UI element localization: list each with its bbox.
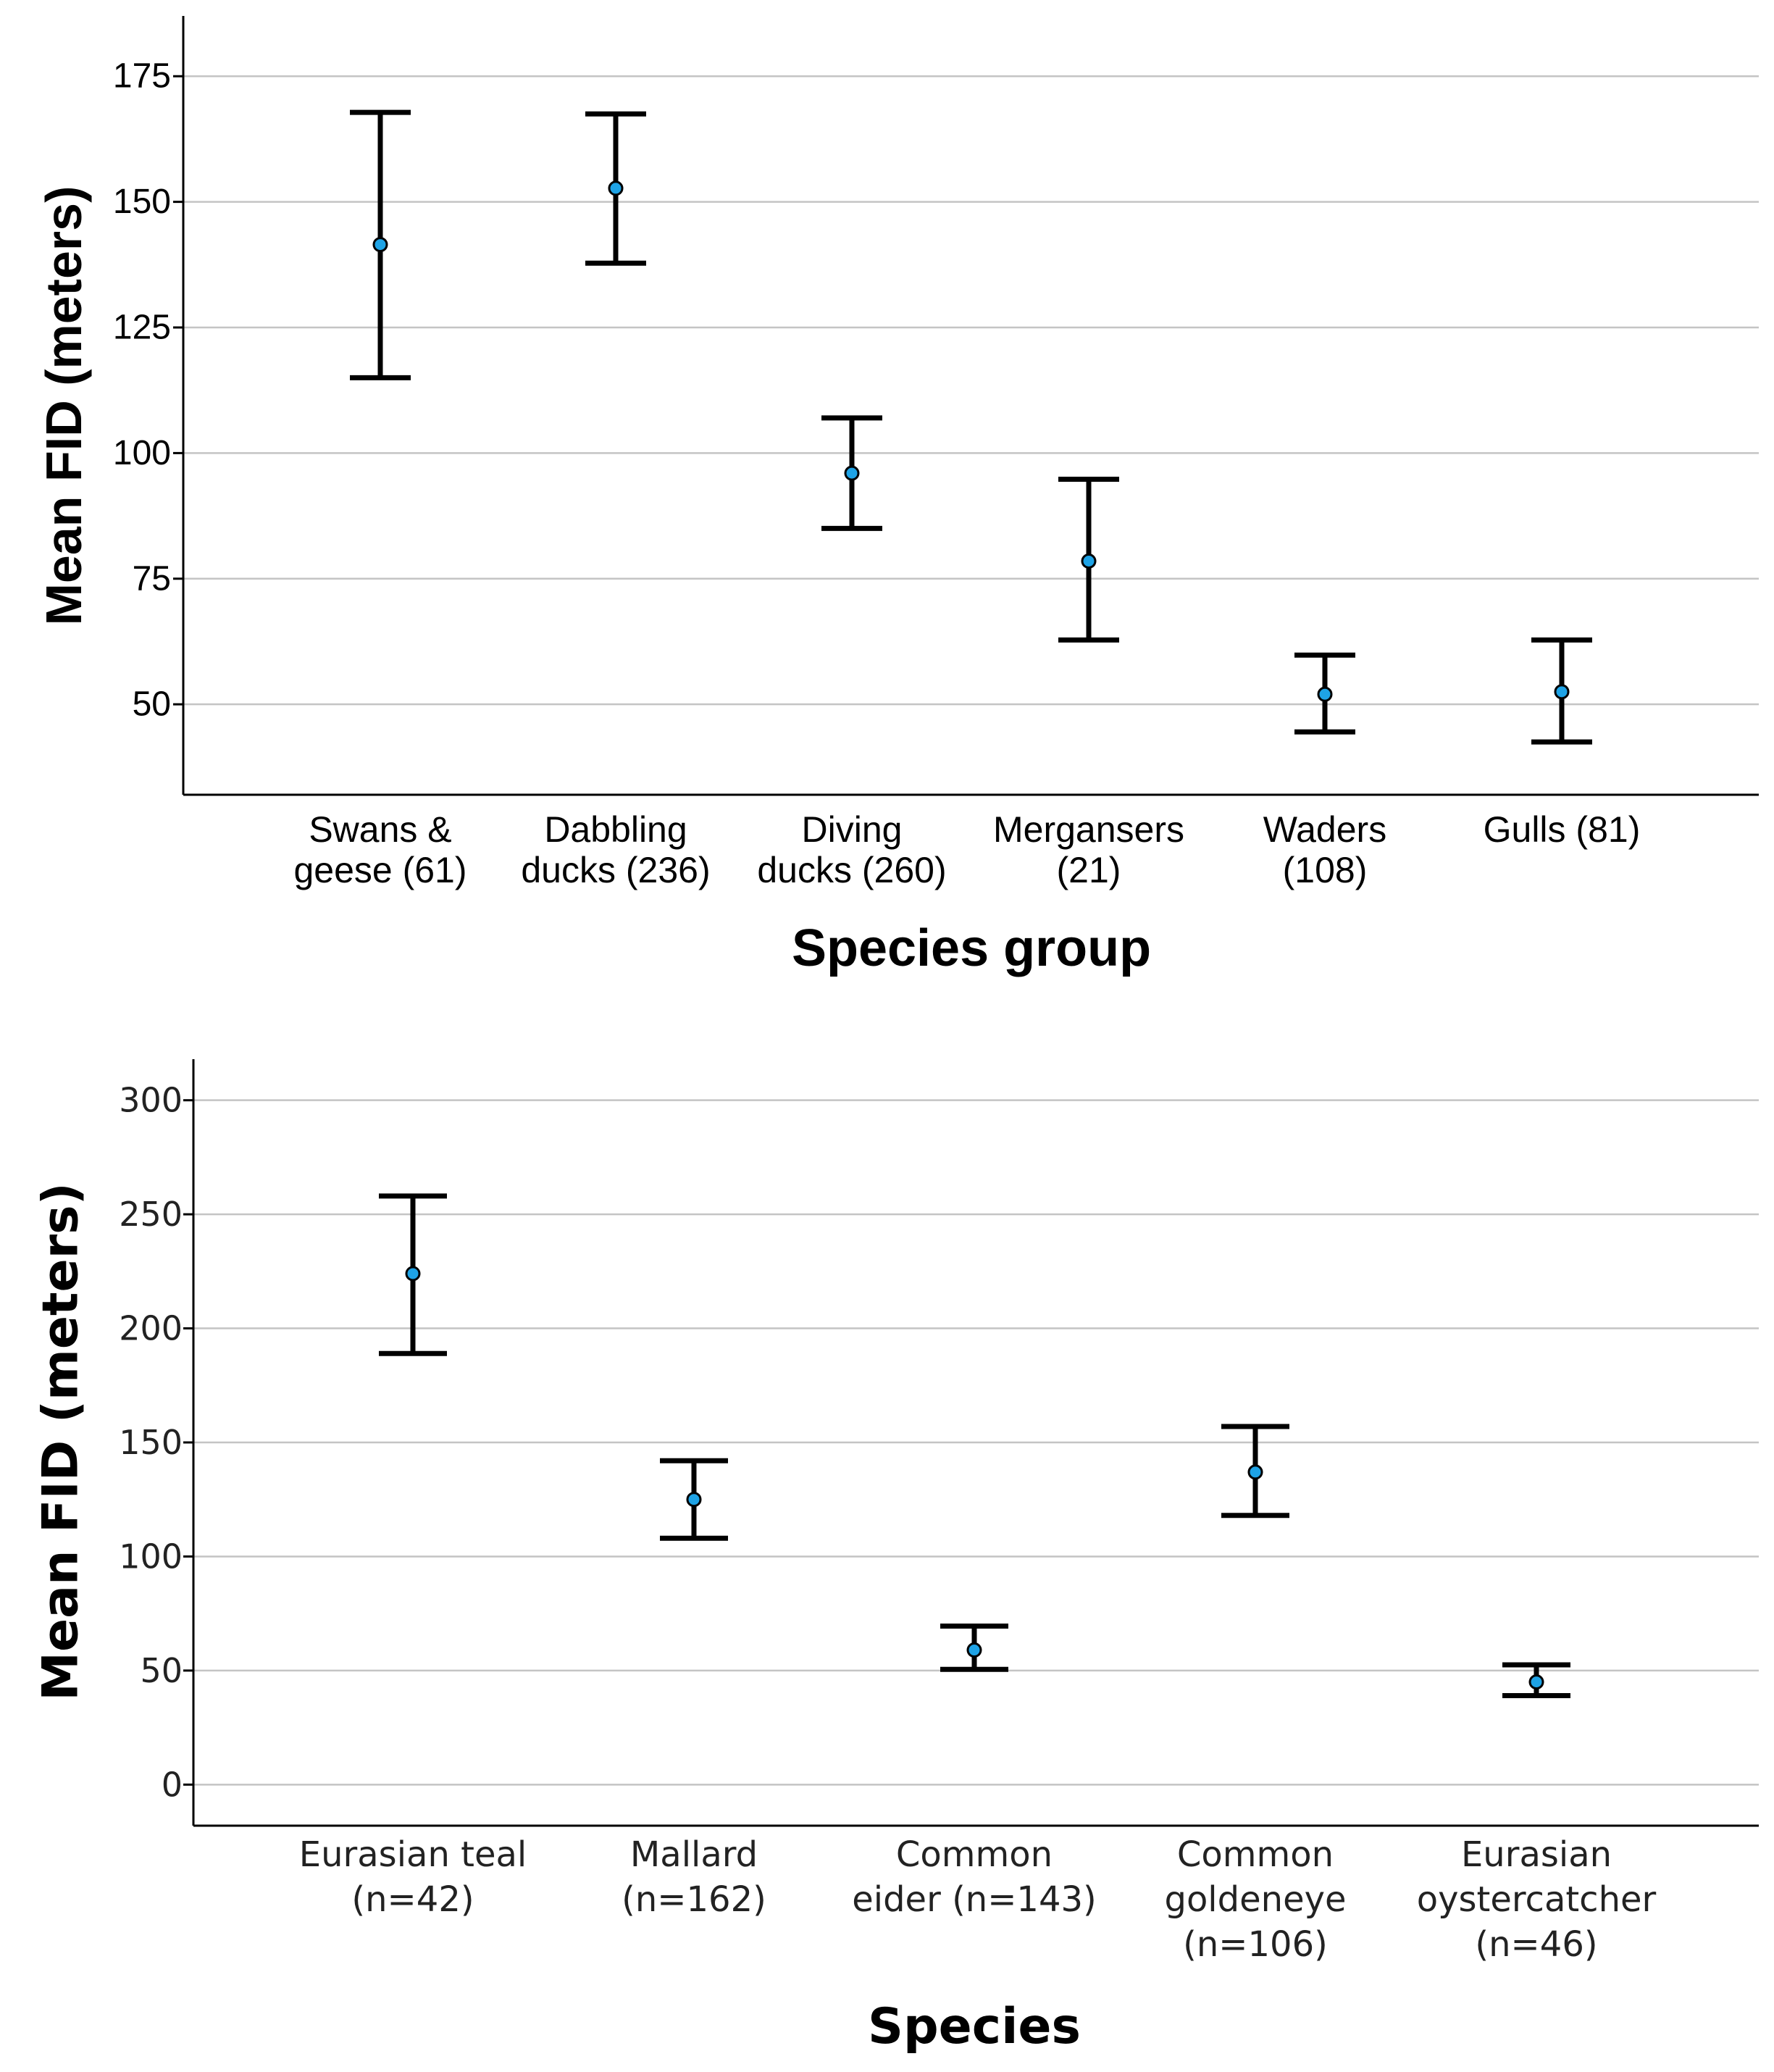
x-tick-label-line: ducks (260) (757, 850, 946, 890)
mean-point (966, 1642, 982, 1658)
x-tick-label-line: Eurasian (1461, 1834, 1612, 1875)
x-tick-label: Gulls (81) (1484, 809, 1641, 850)
x-tick-label-line: Mallard (630, 1834, 758, 1875)
x-tick-label-line: geese (61) (293, 850, 466, 890)
x-tick-label-line: (n=106) (1183, 1924, 1328, 1965)
y-tick-label: 250 (119, 1195, 183, 1234)
mean-point (1317, 686, 1333, 702)
y-tick-label: 125 (113, 309, 171, 347)
x-tick-label: Dabbling ducks (236) (521, 809, 710, 890)
x-tick-label-line: (108) (1283, 850, 1368, 890)
mean-point (608, 180, 624, 196)
y-tick-label: 100 (119, 1537, 183, 1576)
y-tick-label: 75 (133, 559, 171, 598)
y-axis-title: Mean FID (meters) (35, 186, 92, 626)
x-tick-label: Diving ducks (260) (757, 809, 946, 890)
x-tick-label: Mergansers (21) (993, 809, 1184, 890)
x-axis-title: Species group (792, 919, 1151, 977)
chart-species: 0 50 100 150 200 250 300 Eurasian teal (n=42) Mal… (33, 1059, 1759, 2055)
x-tick-label-line: (n=42) (351, 1879, 474, 1920)
mean-point (1554, 684, 1570, 700)
x-tick-label-line: Gulls (81) (1484, 809, 1641, 850)
y-tick-label: 200 (119, 1309, 183, 1348)
x-tick-label-line: (n=162) (622, 1879, 766, 1920)
y-tick-label: 150 (119, 1423, 183, 1462)
y-axis-title: Mean FID (meters) (33, 1182, 90, 1700)
x-tick-label: Waders (108) (1263, 809, 1386, 890)
x-tick-label-line: Swans & (309, 809, 451, 850)
chart-species-group: 50 75 100 125 150 175 Swans & geese (61) Dabblin… (35, 16, 1759, 977)
x-tick-label-line: Mergansers (993, 809, 1184, 850)
y-tick-label: 50 (133, 685, 171, 724)
x-tick-label-line: (n=46) (1475, 1924, 1597, 1965)
x-tick-label: Common eider (n=143) (852, 1834, 1097, 1920)
x-tick-label-line: Common (896, 1834, 1053, 1875)
mean-point (1081, 553, 1097, 569)
x-tick-label-line: oystercatcher (1417, 1879, 1657, 1920)
x-tick-label-line: Waders (1263, 809, 1386, 850)
x-tick-label-line: goldeneye (1164, 1879, 1346, 1920)
mean-point (844, 465, 860, 481)
x-tick-label-line: (21) (1057, 850, 1121, 890)
mean-point (1247, 1464, 1263, 1480)
x-tick-label-line: Common (1177, 1834, 1334, 1875)
mean-point (405, 1266, 421, 1282)
x-tick-label-line: eider (n=143) (852, 1879, 1097, 1920)
y-tick-label: 175 (113, 57, 171, 96)
y-tick-label: 0 (162, 1765, 183, 1804)
y-tick-label: 150 (113, 183, 171, 221)
y-tick-label: 300 (119, 1081, 183, 1120)
y-tick-label: 50 (140, 1651, 183, 1690)
mean-point (686, 1492, 702, 1508)
y-tick-label: 100 (113, 434, 171, 472)
x-tick-label-line: ducks (236) (521, 850, 710, 890)
x-tick-label-line: Dabbling (544, 809, 687, 850)
x-tick-label-line: Eurasian teal (299, 1834, 527, 1875)
x-tick-label: Common goldeneye (n=106) (1164, 1834, 1346, 1965)
x-tick-label: Eurasian oystercatcher (n=46) (1417, 1834, 1657, 1965)
x-tick-label: Swans & geese (61) (293, 809, 466, 890)
mean-point (1528, 1674, 1544, 1690)
mean-point (372, 237, 388, 253)
x-axis-title: Species (868, 1998, 1081, 2055)
x-tick-label-line: Diving (802, 809, 903, 850)
x-tick-label: Mallard (n=162) (622, 1834, 766, 1920)
x-tick-label: Eurasian teal (n=42) (299, 1834, 527, 1920)
